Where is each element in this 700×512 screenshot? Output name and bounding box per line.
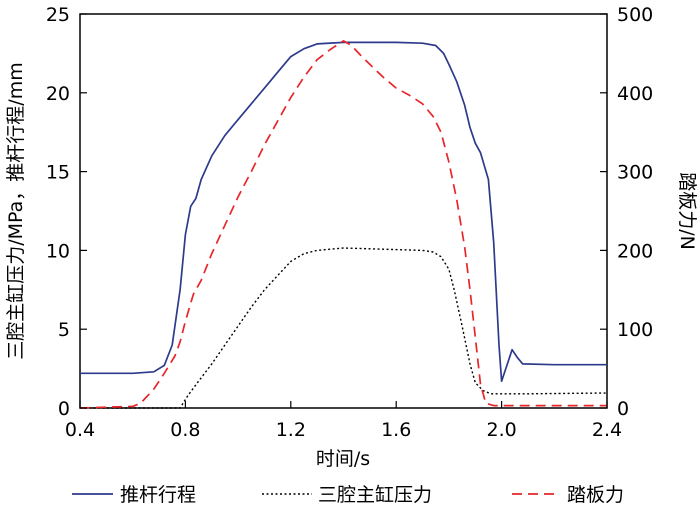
y-right-tick-label: 200: [617, 240, 653, 262]
y-right-tick-label: 300: [617, 162, 653, 184]
x-tick-label: 0.4: [65, 419, 95, 441]
x-tick-label: 2.4: [592, 419, 622, 441]
y-left-axis-ticks: 0 5 10 15 20 25: [46, 4, 87, 420]
y-right-tick-label: 400: [617, 83, 653, 105]
legend-label-master-cylinder-pressure: 三腔主缸压力: [318, 484, 432, 506]
y-left-tick-label: 20: [46, 83, 70, 105]
y-left-tick-label: 5: [58, 319, 70, 341]
y-right-tick-label: 500: [617, 4, 653, 26]
y-right-tick-label: 100: [617, 319, 653, 341]
x-tick-label: 0.8: [170, 419, 200, 441]
y-left-tick-label: 0: [58, 398, 70, 420]
x-tick-label: 1.2: [276, 419, 306, 441]
x-tick-label: 1.6: [381, 419, 411, 441]
legend-label-pedal-force: 踏板力: [567, 484, 624, 506]
plot-frame: [79, 13, 608, 409]
y-right-axis-ticks: 0 100 200 300 400 500: [600, 4, 653, 420]
x-axis-ticks: 0.4 0.8 1.2 1.6 2.0 2.4: [65, 401, 622, 441]
series-line-push-rod-stroke: [80, 41, 607, 383]
y-left-tick-label: 15: [46, 162, 70, 184]
legend: 推杆行程 三腔主缸压力 踏板力: [72, 484, 624, 506]
y-left-axis-title: 三腔主缸压力/MPa，推杆行程/mm: [5, 62, 27, 359]
series-line-pedal-force: [79, 39, 607, 409]
y-left-tick-label: 25: [46, 4, 70, 26]
y-right-axis-title: 踏板力/N: [676, 172, 698, 250]
x-axis-title: 时间/s: [316, 448, 370, 470]
legend-label-push-rod-stroke: 推杆行程: [120, 484, 196, 506]
series-layer: [79, 39, 608, 409]
y-left-tick-label: 10: [46, 240, 70, 262]
x-tick-label: 2.0: [486, 419, 516, 441]
series-line-master-cylinder-pressure: [80, 247, 608, 409]
y-right-tick-label: 0: [617, 398, 629, 420]
